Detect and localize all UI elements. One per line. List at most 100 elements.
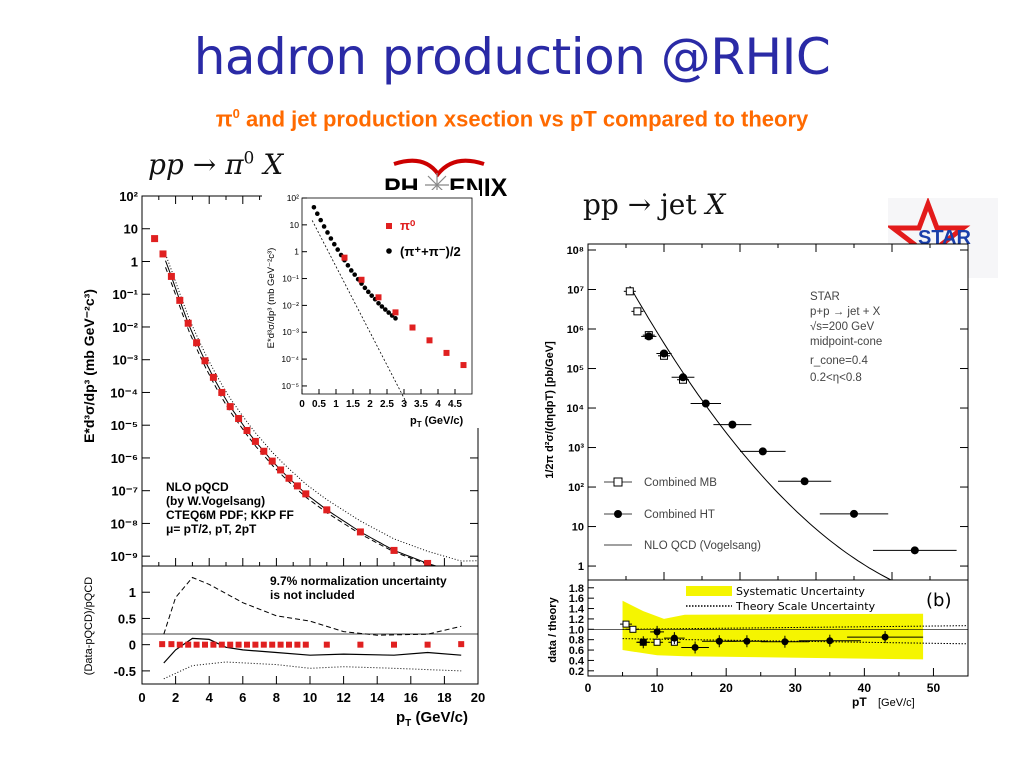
phenix-inset-border: [301, 197, 473, 395]
phenix-ratio-point: [277, 641, 284, 648]
star-ratio-ytick-label: 1.2: [569, 614, 584, 626]
legend-pi0-label: π⁰: [400, 218, 416, 233]
star-main-ytick-label: 10²: [568, 482, 584, 494]
inset-xtick-label: 3.5: [414, 399, 428, 410]
star-theory-scale-upper: [622, 625, 969, 630]
legend-sys-swatch: [686, 586, 732, 596]
phenix-ratio-ytick-label: -0.5: [114, 664, 136, 679]
star-theory-scale-lower: [622, 638, 969, 645]
star-main-ylabel: 1/2π d²σ/(dηdpT) [pb/GeV]: [544, 341, 556, 479]
phenix-pi0-point: [243, 426, 251, 434]
phenix-ratio-xtick-label: 6: [239, 690, 246, 705]
star-ratio-mb-point: [653, 638, 661, 646]
legend-pipm-label: (π⁺+π⁻)/2: [400, 244, 461, 259]
legend-scale-label: Theory Scale Uncertainty: [735, 600, 876, 613]
inset-pt-unit: (GeV/c): [422, 415, 464, 427]
phenix-main-ytick-label: 10⁻⁶: [111, 451, 138, 466]
phenix-ratio-note-line1: 9.7% normalization uncertainty: [270, 574, 447, 588]
phenix-pi0-point: [218, 388, 226, 396]
star-ratio-xtick-label: 20: [720, 681, 734, 695]
phenix-main-ytick-label: 10⁻⁸: [111, 516, 138, 531]
legend-mb-label: Combined MB: [644, 477, 717, 489]
star-mb-point: [625, 287, 634, 296]
phenix-ratio-point: [193, 641, 200, 648]
phenix-nlo-line2: (by W.Vogelsang): [166, 494, 265, 508]
inset-pipm-point: [386, 310, 391, 315]
inset-pipm-point: [379, 304, 385, 309]
legend-mb-marker: [613, 477, 623, 487]
inset-pipm-point: [362, 285, 368, 291]
slide-title: hadron production @RHIC: [193, 28, 831, 86]
star-ratio-ytick-label: 1.6: [569, 593, 584, 605]
phenix-pi0-point: [235, 415, 243, 423]
phenix-main-ytick-label: 10⁻⁵: [111, 418, 138, 433]
star-ratio-xtick-label: 10: [650, 681, 664, 695]
inset-pi0-point: [409, 324, 416, 331]
star-main-ytick-label: 10⁵: [567, 364, 584, 376]
star-legend: Combined MB Combined HT NLO QCD (Vogelsa…: [604, 477, 761, 552]
star-anno-2: p+p → jet + X: [810, 306, 881, 318]
phenix-pi0-point: [285, 474, 293, 482]
star-ratio-xlabel: pT: [852, 695, 867, 709]
inset-pipm-point: [366, 289, 371, 295]
phenix-ratio-point: [260, 641, 267, 648]
subtitle-pi: π: [215, 106, 233, 132]
legend-sys-label: Systematic Uncertainty: [736, 585, 865, 598]
phenix-pi0-point: [277, 466, 285, 474]
phenix-ratio-xtick-label: 0: [138, 690, 145, 705]
phenix-ratio-xtick-label: 18: [437, 690, 451, 705]
inset-xtick-label: 1: [333, 399, 339, 410]
star-ratio-xtick-label: 30: [789, 681, 803, 695]
inset-xtick-label: 2.5: [380, 399, 394, 410]
phenix-arc: [393, 158, 485, 178]
star-ratio-xunit: [GeV/c]: [878, 697, 915, 709]
phenix-ratio-point: [210, 641, 217, 648]
star-main-ytick-label: 10⁴: [566, 403, 584, 415]
phenix-ratio-point: [218, 641, 225, 648]
phenix-ratio-point: [235, 641, 242, 648]
phenix-ratio-point: [159, 641, 166, 648]
phenix-nlo-line4: μ= pT/2, pT, 2pT: [166, 522, 257, 536]
star-ratio-ytick-label: 0.4: [569, 655, 585, 667]
phenix-ratio-point: [286, 641, 292, 648]
inset-xtick-label: 0: [299, 399, 305, 410]
star-anno-1: STAR: [810, 291, 840, 303]
inset-ytick-label: 10⁻²: [282, 300, 299, 310]
star-ratio-ytick-label: 1.4: [569, 604, 585, 616]
star-ht-point: [910, 546, 919, 555]
inset-pipm-point: [311, 205, 317, 210]
star-ht-point: [644, 332, 653, 341]
star-main-ytick-label: 1: [578, 561, 584, 573]
phenix-ratio-point: [227, 641, 234, 648]
phenix-ratio-xtick-label: 2: [172, 690, 179, 705]
phenix-pi0-point: [260, 447, 268, 455]
star-main-ytick-label: 10⁶: [567, 324, 584, 336]
phenix-ratio-point: [323, 641, 330, 648]
phenix-ratio-xtick-label: 12: [336, 690, 350, 705]
star-ratio-ytick-label: 1.0: [569, 624, 584, 636]
phenix-ratio-xtick-label: 20: [471, 690, 485, 705]
phenix-ratio-xtick-label: 8: [273, 690, 280, 705]
star-ht-point: [800, 477, 809, 486]
inset-xtick-label: 1.5: [346, 399, 360, 410]
star-main-ytick-label: 10: [572, 522, 584, 534]
inset-ytick-label: 10: [290, 220, 300, 230]
star-ht-point: [758, 447, 767, 456]
inset-pipm-point: [393, 316, 398, 321]
star-annotation: STAR p+p → jet + X √s=200 GeV midpoint-c…: [810, 291, 882, 384]
inset-pi0-point: [341, 254, 348, 261]
pt-sub: T: [405, 718, 411, 726]
inset-xtick-label: 0.5: [312, 399, 326, 410]
phenix-pi0-point: [184, 319, 192, 327]
star-anno-4: midpoint-cone: [810, 336, 882, 348]
inset-pipm-point: [345, 263, 351, 268]
phenix-main-ytick-label: 10: [124, 222, 138, 237]
star-main-ytick-label: 10³: [568, 443, 584, 455]
inset-xtick-label: 2: [367, 399, 373, 410]
inset-ytick-label: 10⁻³: [282, 327, 299, 337]
phenix-main-ytick-label: 10⁻³: [112, 353, 138, 368]
phenix-ratio-point: [357, 641, 364, 648]
inset-pipm-point: [383, 307, 388, 312]
formula-pp-pi0: pp → π0 X: [148, 148, 283, 181]
phenix-ratio-ylabel: (Data-pQCD)/pQCD: [83, 577, 95, 675]
